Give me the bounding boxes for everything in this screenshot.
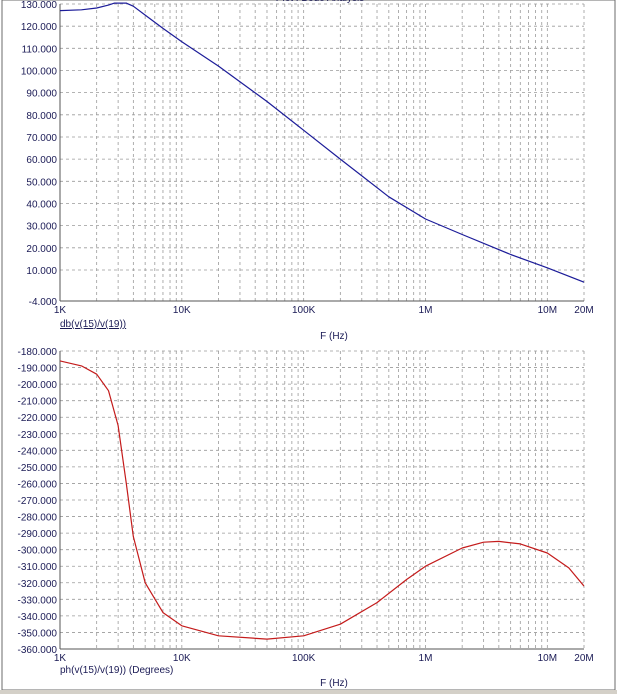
window-title: Plot : Bode Analysis <box>276 0 364 4</box>
x-tick-label: 10K <box>173 653 191 664</box>
legend-entry: ph(v(15)/v(19)) (Degrees) <box>60 665 173 676</box>
y-tick-label: 20.000 <box>26 244 57 255</box>
y-tick-label: -340.000 <box>18 612 58 623</box>
series-line <box>60 2 584 283</box>
x-tick-label: 1K <box>54 305 67 316</box>
x-tick-label: 1M <box>419 305 433 316</box>
chart-1 <box>59 2 585 302</box>
y-tick-label: -180.000 <box>18 347 58 358</box>
y-tick-label: 100.000 <box>21 66 58 77</box>
y-tick-label: 110.000 <box>22 44 58 55</box>
y-tick-label: 60.000 <box>26 155 57 166</box>
y-tick-label: -4.000 <box>29 297 58 308</box>
y-tick-label: 70.000 <box>26 133 57 144</box>
y-tick-label: -250.000 <box>18 463 58 474</box>
window-bottom-edge <box>0 690 617 694</box>
y-tick-label: 30.000 <box>26 222 57 233</box>
y-tick-label: -290.000 <box>18 529 58 540</box>
y-tick-label: -200.000 <box>18 380 58 391</box>
x-tick-label: 10K <box>173 305 191 316</box>
x-tick-label: 1K <box>54 653 67 664</box>
y-tick-label: -230.000 <box>18 430 58 441</box>
x-tick-label: 20M <box>574 305 593 316</box>
chart-2 <box>59 350 585 650</box>
x-tick-label: 1M <box>419 653 433 664</box>
x-tick-label: 10M <box>538 653 557 664</box>
y-tick-label: -220.000 <box>18 413 58 424</box>
y-tick-label: -190.000 <box>18 364 58 375</box>
y-tick-label: 80.000 <box>26 111 57 122</box>
x-tick-label: 100K <box>292 305 316 316</box>
y-tick-label: 120.000 <box>21 22 58 33</box>
y-tick-label: -330.000 <box>18 595 58 606</box>
y-tick-label: -350.000 <box>18 628 58 639</box>
y-tick-label: -270.000 <box>18 496 58 507</box>
y-tick-label: -320.000 <box>18 579 58 590</box>
y-tick-label: -300.000 <box>18 546 58 557</box>
y-tick-label: 90.000 <box>26 89 57 100</box>
y-tick-label: 10.000 <box>26 266 57 277</box>
y-tick-label: 50.000 <box>26 177 57 188</box>
y-tick-label: 130.000 <box>21 0 58 11</box>
y-tick-label: -210.000 <box>18 397 58 408</box>
x-tick-label: 10M <box>538 305 557 316</box>
x-axis-title: F (Hz) <box>320 678 348 689</box>
y-tick-label: 40.000 <box>26 199 57 210</box>
y-tick-label: -260.000 <box>18 479 58 490</box>
y-tick-label: -310.000 <box>18 562 58 573</box>
x-tick-label: 20M <box>574 653 593 664</box>
y-tick-label: -240.000 <box>18 446 58 457</box>
y-tick-label: -280.000 <box>18 513 58 524</box>
x-axis-title: F (Hz) <box>320 331 348 342</box>
x-tick-label: 100K <box>292 653 316 664</box>
legend-entry: db(v(15)/v(19)) <box>60 319 126 330</box>
series-line <box>60 360 584 640</box>
y-tick-label: -360.000 <box>18 645 58 656</box>
